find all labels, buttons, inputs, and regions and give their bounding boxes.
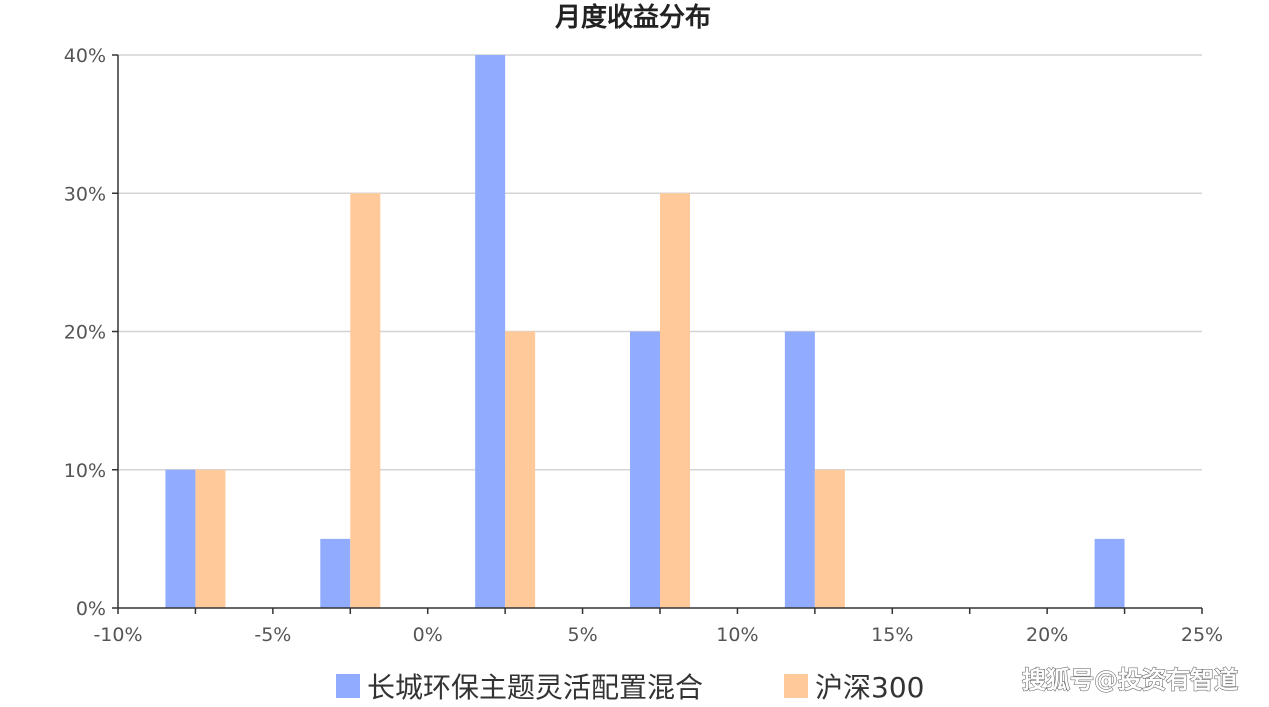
bars (165, 55, 1125, 608)
bar (165, 469, 196, 608)
x-tick-label: 15% (871, 624, 913, 646)
y-tick-label: 30% (64, 183, 106, 205)
bar (350, 193, 381, 608)
legend-label: 沪深300 (815, 671, 924, 704)
x-tick-label: 10% (716, 624, 758, 646)
axes: 0% 10% 20% 30% 40% -10% -5% 0% 5% 10% 15% 20% 25% (64, 45, 1223, 646)
y-tick-label: 40% (64, 45, 106, 67)
x-tick-label: 20% (1026, 624, 1068, 646)
x-tick-label: 25% (1181, 624, 1223, 646)
y-tick-label: 0% (76, 598, 106, 620)
legend-swatch (784, 674, 808, 698)
x-tick-label: -10% (93, 624, 142, 646)
bar (320, 538, 351, 608)
x-tick-label: -5% (254, 624, 291, 646)
legend-label: 长城环保主题灵活配置混合 (367, 671, 703, 704)
bar (630, 331, 660, 608)
x-tick-label: 5% (567, 624, 597, 646)
watermark: 搜狐号@投资有智道 (1022, 666, 1238, 694)
y-tick-label: 20% (64, 322, 106, 344)
bar (660, 193, 690, 608)
bar (1094, 538, 1125, 608)
x-tick-label: 0% (413, 624, 443, 646)
bar (784, 331, 815, 608)
legend-swatch (336, 674, 360, 698)
legend: 长城环保主题灵活配置混合 沪深300 (336, 671, 924, 704)
bar (814, 469, 845, 608)
bar (195, 469, 226, 608)
bar (505, 331, 536, 608)
y-tick-label: 10% (64, 460, 106, 482)
bar (475, 55, 506, 608)
chart-title: 月度收益分布 (554, 2, 711, 33)
